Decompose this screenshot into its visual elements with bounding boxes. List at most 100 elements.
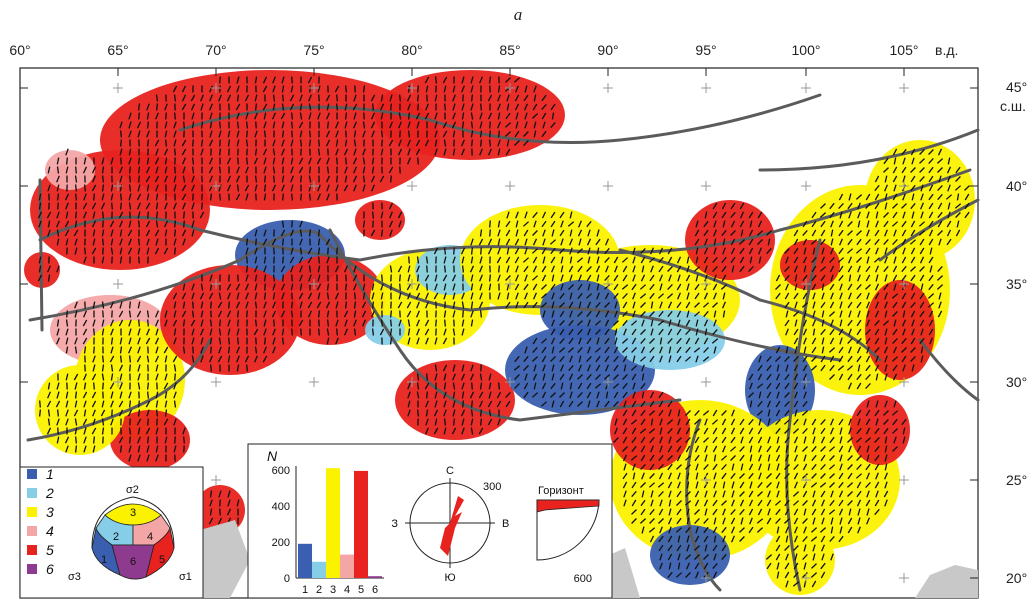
stress-tick [487, 418, 493, 426]
stress-tick [470, 373, 474, 381]
stress-tick [344, 301, 348, 309]
stress-tick [550, 328, 556, 336]
stress-tick [550, 256, 556, 264]
stress-tick [884, 202, 888, 210]
stress-tick [677, 319, 681, 327]
rose-north: С [446, 465, 454, 477]
lon-label: 85° [499, 42, 520, 58]
stress-tick [703, 337, 709, 345]
stress-tick [623, 400, 627, 408]
stress-tick [245, 283, 249, 291]
legend-label: 3 [46, 504, 54, 520]
stress-tick [802, 292, 808, 300]
stress-tick [713, 247, 717, 255]
stress-tick [128, 202, 132, 210]
stress-tick [677, 535, 681, 543]
stress-tick [470, 283, 474, 291]
stress-tick [830, 427, 834, 435]
stress-tick [802, 229, 808, 237]
stress-tick [820, 490, 826, 498]
stress-tick [407, 292, 411, 300]
stress-tick [891, 410, 899, 416]
fault-line [28, 229, 842, 362]
stress-tick [830, 526, 834, 534]
stress-tick [631, 509, 637, 515]
stress-tick [847, 355, 853, 363]
stress-tick [739, 491, 745, 497]
stress-tick [605, 265, 609, 273]
stress-tick [793, 382, 799, 390]
stress-tick [803, 436, 807, 444]
stress-tick [856, 427, 862, 435]
stress-tick [172, 292, 178, 300]
stress-tick [847, 221, 853, 227]
stress-tick [784, 400, 790, 408]
stress-tick [424, 382, 430, 390]
stress-tick [479, 130, 483, 138]
stress-tick [677, 292, 681, 300]
stress-tick [145, 220, 151, 228]
stress-tick [830, 238, 834, 246]
stress-tick [254, 103, 258, 111]
stress-tick [264, 175, 266, 183]
stress-tick [855, 248, 863, 254]
stress-tick [254, 184, 258, 192]
stress-tick [470, 418, 474, 426]
stress-tick [307, 292, 313, 300]
stress-tick [658, 463, 664, 471]
regime-region [375, 70, 565, 160]
stress-tick [470, 85, 474, 93]
stress-tick [533, 220, 537, 228]
stress-tick [218, 337, 222, 345]
stress-tick [226, 184, 232, 192]
stress-tick [740, 211, 744, 219]
stress-tick [713, 481, 717, 489]
stress-tick [487, 400, 493, 408]
stress-tick [497, 418, 501, 426]
stress-tick [38, 265, 42, 273]
stress-tick [587, 364, 591, 372]
stress-tick [246, 256, 248, 264]
stress-tick [784, 454, 790, 462]
stress-tick [345, 157, 347, 165]
stress-tick [479, 409, 483, 417]
stress-tick [928, 202, 934, 210]
stress-tick [874, 229, 880, 237]
stress-tick [839, 283, 843, 291]
stress-tick [524, 112, 528, 120]
stress-tick [119, 175, 123, 183]
stress-tick [702, 356, 710, 362]
stress-tick [757, 499, 763, 507]
stress-tick [578, 274, 582, 282]
stress-tick [659, 355, 663, 363]
stress-tick [128, 445, 132, 453]
stress-tick [577, 292, 583, 300]
stress-tick [577, 382, 583, 390]
lon-label: 70° [205, 42, 226, 58]
stress-tick [667, 571, 673, 579]
stress-tick [380, 94, 384, 102]
stress-tick [513, 77, 521, 83]
stress-tick [722, 292, 726, 300]
stress-tick [110, 337, 114, 345]
stress-tick [640, 445, 646, 453]
stress-tick [191, 355, 195, 363]
stress-tick [92, 418, 96, 426]
stress-tick [497, 292, 501, 300]
fault-line [26, 338, 212, 442]
stress-tick [748, 463, 754, 471]
stress-tick [596, 274, 600, 282]
stress-tick [641, 265, 645, 273]
stress-tick [461, 319, 465, 327]
stress-tick [353, 130, 357, 138]
stress-tick [866, 346, 870, 354]
stress-tick [893, 283, 897, 291]
stress-tick [596, 247, 600, 255]
stress-tick [470, 76, 474, 84]
stress-tick [838, 274, 844, 282]
stress-tick [667, 427, 673, 435]
stress-tick [505, 148, 511, 156]
stress-tick [648, 527, 656, 533]
stress-tick [532, 283, 538, 291]
stress-tick [559, 373, 565, 381]
